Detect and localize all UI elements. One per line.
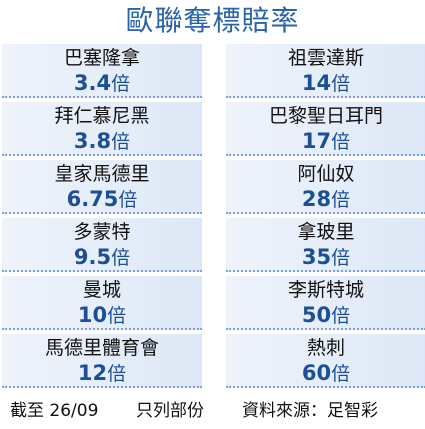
odds-value: 17倍 — [226, 128, 425, 154]
odds-number: 6.75 — [66, 187, 119, 211]
odds-number: 14 — [301, 71, 332, 95]
odds-value: 28倍 — [226, 186, 425, 212]
list-item: 多蒙特 9.5倍 — [2, 218, 202, 272]
list-item: 馬德里體育會 12倍 — [2, 334, 202, 388]
list-item: 祖雲達斯 14倍 — [226, 44, 425, 98]
odds-value: 3.4倍 — [2, 70, 202, 96]
odds-number: 10 — [77, 303, 108, 327]
odds-number: 60 — [301, 361, 332, 385]
odds-unit: 倍 — [111, 73, 131, 95]
list-item: 巴塞隆拿 3.4倍 — [2, 44, 202, 98]
team-name: 巴黎聖日耳門 — [268, 105, 383, 127]
odds-unit: 倍 — [111, 247, 131, 269]
list-item: 曼城 10倍 — [2, 276, 202, 330]
left-column: 巴塞隆拿 3.4倍 拜仁慕尼黑 3.8倍 皇家馬德里 6.75倍 多蒙特 9.5… — [2, 44, 202, 392]
odds-unit: 倍 — [331, 73, 351, 95]
odds-unit: 倍 — [331, 247, 351, 269]
list-item: 巴黎聖日耳門 17倍 — [226, 102, 425, 156]
odds-unit: 倍 — [331, 363, 351, 385]
odds-unit: 倍 — [107, 305, 127, 327]
team-name: 阿仙奴 — [297, 163, 355, 185]
team-name: 曼城 — [82, 279, 121, 301]
team-name: 皇家馬德里 — [54, 163, 150, 185]
partial-list-note: 只列部份 — [136, 401, 204, 421]
odds-unit: 倍 — [331, 189, 351, 211]
team-name: 多蒙特 — [73, 221, 131, 243]
odds-value: 14倍 — [226, 70, 425, 96]
list-item: 拜仁慕尼黑 3.8倍 — [2, 102, 202, 156]
odds-unit: 倍 — [331, 131, 351, 153]
team-name: 拿玻里 — [297, 221, 355, 243]
odds-value: 12倍 — [2, 360, 202, 386]
odds-number: 50 — [301, 303, 332, 327]
odds-value: 50倍 — [226, 302, 425, 328]
odds-number: 3.8 — [73, 129, 112, 153]
odds-number: 17 — [301, 129, 332, 153]
odds-value: 3.8倍 — [2, 128, 202, 154]
odds-unit: 倍 — [111, 131, 131, 153]
team-name: 熱刺 — [306, 337, 345, 359]
list-item: 阿仙奴 28倍 — [226, 160, 425, 214]
team-name: 巴塞隆拿 — [63, 47, 140, 69]
odds-number: 3.4 — [73, 71, 112, 95]
odds-number: 35 — [301, 245, 332, 269]
odds-unit: 倍 — [118, 189, 138, 211]
team-name: 祖雲達斯 — [287, 47, 364, 69]
right-column: 祖雲達斯 14倍 巴黎聖日耳門 17倍 阿仙奴 28倍 拿玻里 35倍 李斯特城… — [226, 44, 425, 392]
odds-unit: 倍 — [107, 363, 127, 385]
list-item: 李斯特城 50倍 — [226, 276, 425, 330]
odds-value: 9.5倍 — [2, 244, 202, 270]
footer-note: 截至 26/09 只列部份 資料來源：足智彩 — [0, 396, 425, 426]
odds-value: 10倍 — [2, 302, 202, 328]
odds-number: 28 — [301, 187, 332, 211]
team-name: 李斯特城 — [287, 279, 364, 301]
odds-number: 12 — [77, 361, 108, 385]
odds-number: 9.5 — [73, 245, 112, 269]
odds-value: 6.75倍 — [2, 186, 202, 212]
odds-value: 60倍 — [226, 360, 425, 386]
odds-value: 35倍 — [226, 244, 425, 270]
page-title: 歐聯奪標賠率 — [125, 4, 300, 37]
as-of-date: 截至 26/09 — [10, 401, 99, 421]
list-item: 皇家馬德里 6.75倍 — [2, 160, 202, 214]
team-name: 拜仁慕尼黑 — [54, 105, 150, 127]
data-source: 資料來源：足智彩 — [242, 401, 378, 421]
team-name: 馬德里體育會 — [44, 337, 159, 359]
odds-unit: 倍 — [331, 305, 351, 327]
list-item: 熱刺 60倍 — [226, 334, 425, 388]
list-item: 拿玻里 35倍 — [226, 218, 425, 272]
